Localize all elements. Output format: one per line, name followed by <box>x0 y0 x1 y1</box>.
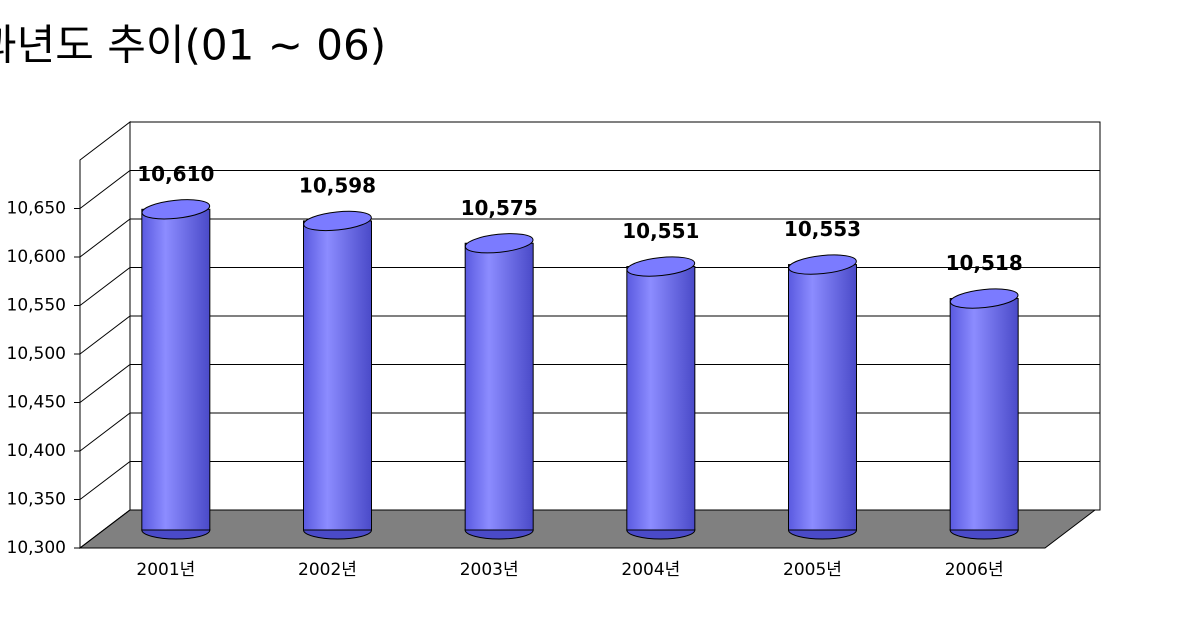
x-tick-label: 2005년 <box>783 560 842 580</box>
grid-line-side <box>79 364 131 403</box>
bar-top <box>949 288 1019 309</box>
x-tick-label: 2004년 <box>621 560 680 580</box>
floor <box>78 509 1097 549</box>
grid-line-side <box>79 218 131 258</box>
value-label: 10,575 <box>461 196 538 220</box>
bar-top <box>303 210 372 232</box>
x-tick-label: 2001년 <box>136 560 195 580</box>
value-label: 10,610 <box>137 162 214 186</box>
grid-line-side <box>79 170 131 209</box>
x-tick-label: 2003년 <box>460 560 519 580</box>
y-tick-label: 10,650 <box>7 199 66 219</box>
bar-top <box>788 254 857 275</box>
grid-line-side <box>79 315 131 355</box>
value-label: 10,598 <box>299 173 376 197</box>
bar-top <box>464 233 534 254</box>
bar <box>788 264 857 531</box>
value-label: 10,518 <box>946 251 1023 275</box>
grid-line-side <box>79 412 131 452</box>
bar-top <box>626 256 696 277</box>
bar <box>303 220 372 531</box>
grid-line-side <box>79 267 131 306</box>
bar <box>626 266 696 531</box>
value-label: 10,551 <box>622 219 699 243</box>
y-tick-label: 10,300 <box>7 538 66 558</box>
bars <box>141 199 1019 540</box>
bar-top <box>141 199 211 220</box>
y-tick-label: 10,350 <box>7 490 66 510</box>
y-tick-label: 10,400 <box>7 441 66 461</box>
y-tick-label: 10,550 <box>7 296 66 316</box>
grid-line-side <box>79 509 131 549</box>
x-tick-label: 2006년 <box>945 560 1004 580</box>
bar <box>141 208 211 531</box>
y-tick-label: 10,450 <box>7 393 66 413</box>
x-tick-label: 2002년 <box>298 560 357 580</box>
y-tick-label: 10,600 <box>7 247 66 267</box>
bar <box>464 242 534 531</box>
value-label: 10,553 <box>784 217 861 241</box>
y-tick-label: 10,500 <box>7 344 66 364</box>
grid <box>74 170 1100 549</box>
grid-line-side <box>79 461 131 500</box>
bar <box>949 298 1019 531</box>
chart-title: 과년도 추이(01 ~ 06) <box>0 21 386 70</box>
